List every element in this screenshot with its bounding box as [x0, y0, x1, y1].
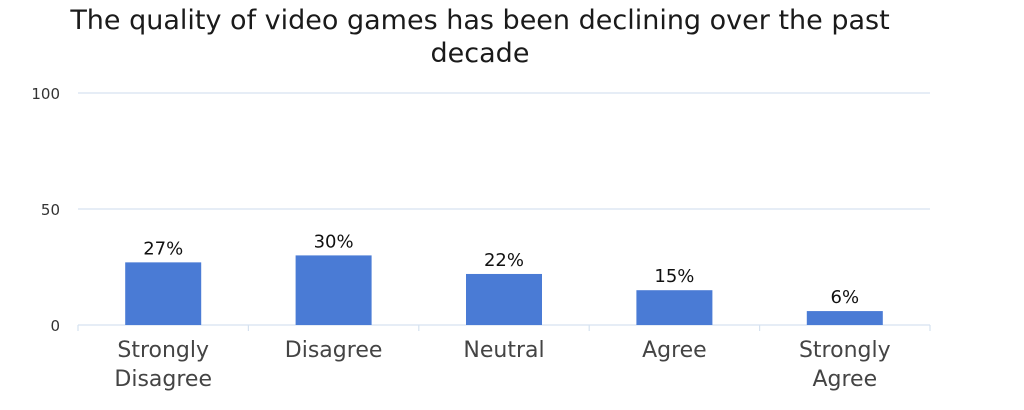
x-tick-label: Disagree [285, 338, 383, 363]
bar [466, 273, 542, 325]
x-tick-label: Strongly [117, 338, 209, 363]
x-tick-label: Strongly [799, 338, 891, 363]
data-label: 22% [484, 250, 524, 271]
chart-title: The quality of video games has been decl… [70, 5, 890, 69]
y-tick-label: 100 [31, 85, 60, 103]
bar [295, 255, 372, 325]
data-label: 6% [831, 287, 860, 308]
bar [125, 262, 202, 325]
x-tick-label: Neutral [463, 338, 544, 363]
y-tick-label: 50 [41, 201, 60, 219]
data-label: 30% [314, 231, 354, 252]
x-tick-label: Agree [812, 367, 877, 392]
bar [806, 311, 883, 325]
data-label: 15% [654, 266, 694, 287]
x-tick-label: Disagree [114, 367, 212, 392]
bar [636, 290, 713, 325]
x-tick-label: Agree [642, 338, 707, 363]
y-tick-label: 0 [50, 317, 60, 335]
data-label: 27% [143, 238, 183, 259]
